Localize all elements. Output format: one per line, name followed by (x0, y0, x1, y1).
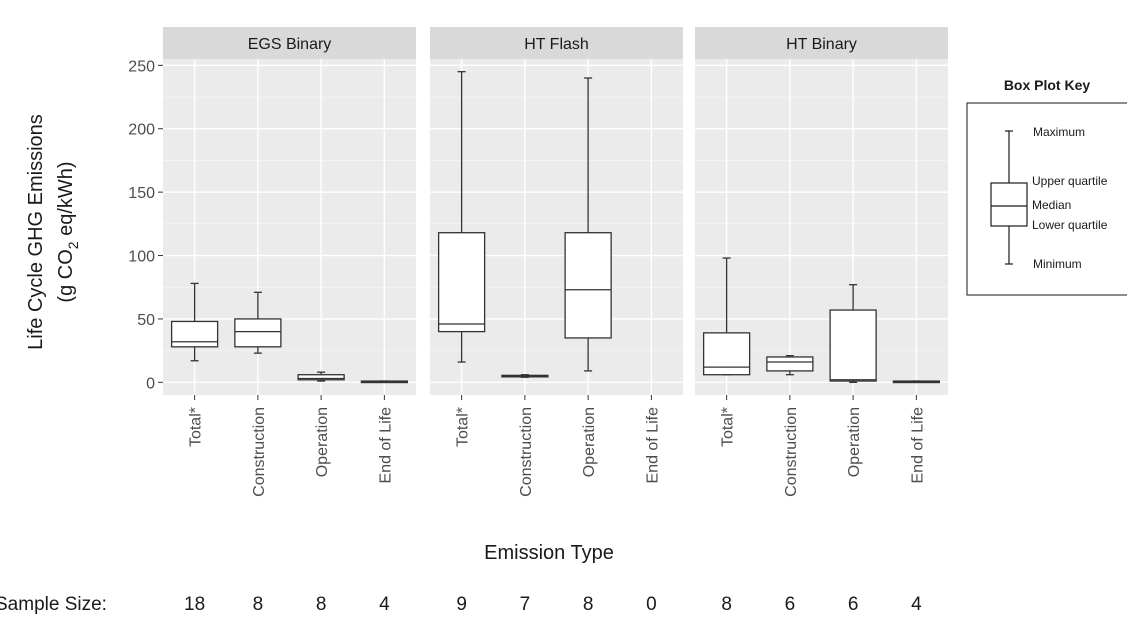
panel-0: EGS Binary Total* 18 Construction 8 Operation… (163, 27, 416, 615)
box-total- (170, 282, 219, 362)
x-tick-label: Operation (846, 407, 863, 477)
x-tick-label: Operation (314, 407, 331, 477)
x-tick-label: Construction (251, 407, 268, 497)
y-tick-label-150: 150 (128, 185, 155, 202)
key-box (990, 182, 1028, 227)
box-iqr (297, 374, 345, 381)
box-construction (234, 291, 282, 354)
box-iqr (234, 318, 282, 348)
box-total- (702, 257, 751, 376)
x-tick-label: End of Life (377, 407, 394, 484)
x-tick-label: Total* (188, 407, 205, 447)
y-axis-title-line2: (g CO2 eq/kWh) (55, 161, 81, 302)
sample-size-value: 8 (583, 594, 594, 615)
panel-strip (695, 27, 948, 59)
x-tick-label: Total* (720, 407, 737, 447)
key-maximum-label: Maximum (1033, 125, 1085, 139)
panel-strip (430, 27, 683, 59)
sample-size-value: 9 (456, 594, 467, 615)
box-plot-key: Box Plot Key Maximum Upper quartile Medi… (966, 77, 1127, 296)
box-operation (564, 77, 612, 372)
panel-1: HT Flash Total* 9 Construction 7 Operation 8 En… (430, 27, 683, 615)
key-minimum-label: Minimum (1033, 257, 1082, 271)
x-tick-label: End of Life (909, 407, 926, 484)
y-tick-label-200: 200 (128, 122, 155, 139)
panel-title: EGS Binary (248, 36, 332, 53)
panel-background (430, 59, 683, 395)
sample-size-value: 8 (316, 594, 327, 615)
y-axis-title-subscript: 2 (65, 241, 81, 249)
box-iqr (829, 309, 877, 382)
box-construction (766, 355, 814, 376)
x-tick-label: End of Life (644, 407, 661, 484)
key-title: Box Plot Key (1004, 77, 1091, 93)
sample-size-value: 0 (646, 594, 657, 615)
x-axis-title: Emission Type (484, 542, 614, 564)
sample-size-value: 18 (184, 594, 205, 615)
y-tick-label-50: 50 (137, 312, 155, 329)
panel-title: HT Flash (524, 36, 589, 53)
sample-size-value: 6 (785, 594, 796, 615)
box-end-of-life (360, 380, 409, 384)
y-tick-label-250: 250 (128, 58, 155, 75)
sample-size-value: 4 (911, 594, 922, 615)
sample-size-value: 7 (520, 594, 531, 615)
sample-size-value: 8 (253, 594, 264, 615)
y-tick-label-100: 100 (128, 249, 155, 266)
panel-2: HT Binary Total* 8 Construction 6 Operation 6 E… (695, 27, 948, 615)
sample-size-value: 8 (721, 594, 732, 615)
box-operation (829, 284, 877, 383)
box-iqr (437, 232, 486, 333)
key-lower-quartile-label: Lower quartile (1032, 218, 1108, 232)
sample-size-value: 4 (379, 594, 390, 615)
x-tick-label: Total* (455, 407, 472, 447)
box-end-of-life (892, 380, 941, 384)
x-tick-label: Construction (783, 407, 800, 497)
box-iqr (170, 320, 219, 348)
panel-strip (163, 27, 416, 59)
y-axis-title-line1: Life Cycle GHG Emissions (25, 114, 47, 350)
x-tick-label: Construction (518, 407, 535, 497)
box-iqr (702, 332, 751, 376)
box-construction (501, 374, 549, 378)
box-iqr (564, 232, 612, 339)
box-iqr (766, 356, 814, 372)
y-tick-label-0: 0 (146, 375, 155, 392)
sample-size-value: 6 (848, 594, 859, 615)
panel-title: HT Binary (786, 36, 857, 53)
box-total- (437, 71, 486, 363)
sample-size-label: Sample Size: (0, 594, 107, 615)
x-tick-label: Operation (581, 407, 598, 477)
box-operation (297, 371, 345, 382)
key-median-label: Median (1032, 198, 1071, 212)
key-upper-quartile-label: Upper quartile (1032, 174, 1108, 188)
